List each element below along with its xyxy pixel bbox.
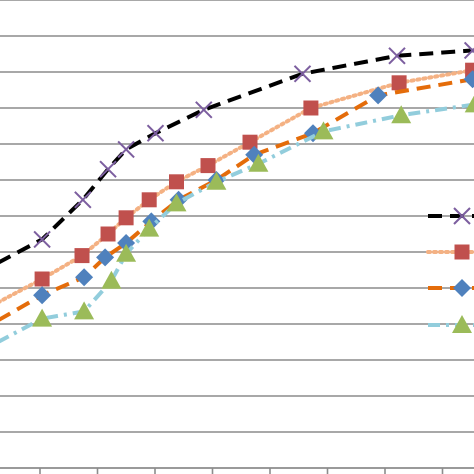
- x-marker: [146, 124, 165, 142]
- x-marker-stroke: [463, 47, 474, 60]
- triangle-marker: [313, 121, 334, 140]
- x-marker: [195, 101, 213, 119]
- diamond-marker: [117, 234, 136, 252]
- x-marker: [293, 65, 312, 83]
- series-line: [0, 68, 474, 304]
- x-marker-stroke: [195, 101, 213, 119]
- legend-entry: [428, 315, 474, 333]
- series-4: [0, 95, 474, 344]
- square-marker: [118, 210, 134, 226]
- x-axis: [0, 467, 474, 474]
- diamond-marker: [245, 145, 264, 164]
- triangle-marker: [116, 243, 137, 262]
- x-marker: [33, 230, 51, 249]
- x-marker: [99, 160, 117, 178]
- square-marker: [454, 244, 470, 260]
- x-marker-stroke: [74, 191, 92, 209]
- series-line: [0, 48, 473, 265]
- triangle-marker: [139, 218, 160, 237]
- diamond-marker: [463, 70, 474, 89]
- x-marker-stroke: [388, 47, 406, 65]
- triangle-marker: [248, 153, 269, 172]
- square-marker: [200, 158, 216, 174]
- x-marker-stroke: [117, 140, 135, 159]
- triangle-marker: [464, 95, 474, 113]
- square-marker: [242, 134, 258, 150]
- x-marker: [388, 47, 406, 65]
- diamond-marker: [96, 248, 115, 267]
- square-marker: [74, 248, 90, 264]
- x-marker-stroke: [146, 124, 165, 142]
- x-marker: [453, 207, 471, 225]
- triangle-marker: [391, 105, 412, 124]
- square-marker: [100, 226, 116, 242]
- legend-entry: [426, 244, 474, 260]
- x-marker: [463, 41, 474, 60]
- triangle-marker: [206, 171, 227, 190]
- diamond-marker: [369, 86, 388, 105]
- x-marker-stroke: [99, 160, 117, 178]
- square-marker: [303, 100, 319, 116]
- x-marker-stroke: [293, 65, 312, 83]
- square-marker: [169, 174, 184, 190]
- legend-entry: [428, 207, 474, 225]
- triangle-marker: [166, 193, 187, 212]
- x-marker: [117, 140, 135, 159]
- series-lines: [0, 41, 474, 344]
- legend-entry: [428, 279, 474, 297]
- x-marker: [74, 191, 92, 209]
- series-2: [0, 62, 474, 304]
- x-marker-stroke: [453, 207, 471, 225]
- triangle-marker: [452, 315, 472, 333]
- diamond-marker: [75, 268, 94, 287]
- series-1: [0, 41, 474, 265]
- series-line: [0, 102, 474, 344]
- square-marker: [465, 62, 474, 78]
- triangle-marker: [74, 301, 95, 320]
- diamond-marker: [33, 286, 52, 305]
- diamond-marker: [453, 279, 471, 297]
- square-marker: [34, 271, 50, 287]
- square-marker: [391, 75, 407, 91]
- square-marker: [141, 192, 157, 208]
- legend: [426, 207, 474, 333]
- triangle-marker: [101, 270, 122, 289]
- x-marker-stroke: [33, 230, 51, 249]
- triangle-marker: [32, 308, 53, 327]
